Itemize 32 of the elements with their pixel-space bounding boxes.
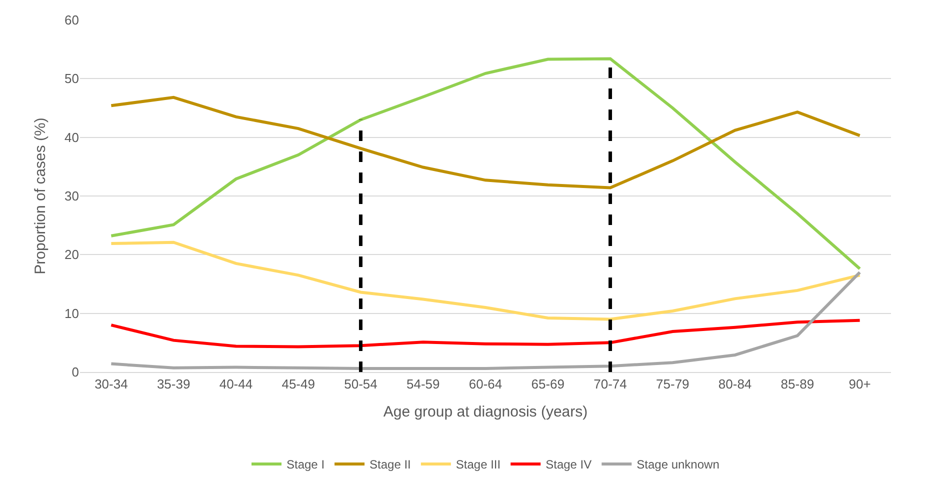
x-tick-label: 35-39 (156, 376, 190, 392)
x-axis-title: Age group at diagnosis (years) (383, 404, 588, 421)
legend-label: Stage IV (546, 458, 592, 472)
x-tick-label: 80-84 (718, 376, 752, 392)
legend-label: Stage unknown (636, 458, 720, 472)
line-series (110, 270, 862, 370)
y-tick-label: 0 (72, 364, 79, 380)
line-series (110, 57, 862, 270)
legend-label: Stage I (286, 458, 325, 472)
y-tick-label: 40 (64, 130, 79, 145)
y-tick-label: 10 (64, 306, 79, 321)
x-tick-label: 40-44 (219, 376, 253, 392)
line-series (110, 96, 862, 190)
line-series (110, 318, 862, 348)
x-tick-label: 90+ (848, 376, 871, 392)
x-tick-label: 60-64 (468, 376, 502, 392)
y-tick-label: 20 (64, 247, 79, 262)
x-tick-label: 85-89 (780, 376, 814, 392)
x-tick-label: 70-74 (594, 376, 627, 392)
y-axis-title: Proportion of cases (%) (32, 118, 49, 274)
line-series (110, 240, 862, 321)
y-tick-label: 30 (64, 188, 79, 204)
legend-label: Stage II (370, 458, 411, 472)
x-tick-label: 75-79 (656, 376, 690, 392)
y-tick-label: 60 (64, 12, 79, 28)
legend-label: Stage III (456, 458, 501, 472)
y-tick-label: 50 (64, 71, 79, 86)
x-tick-label: 65-69 (531, 376, 565, 392)
x-tick-label: 30-34 (94, 376, 128, 392)
x-tick-label: 54-59 (406, 376, 440, 392)
x-tick-label: 50-54 (344, 376, 378, 392)
x-tick-label: 45-49 (282, 376, 315, 392)
